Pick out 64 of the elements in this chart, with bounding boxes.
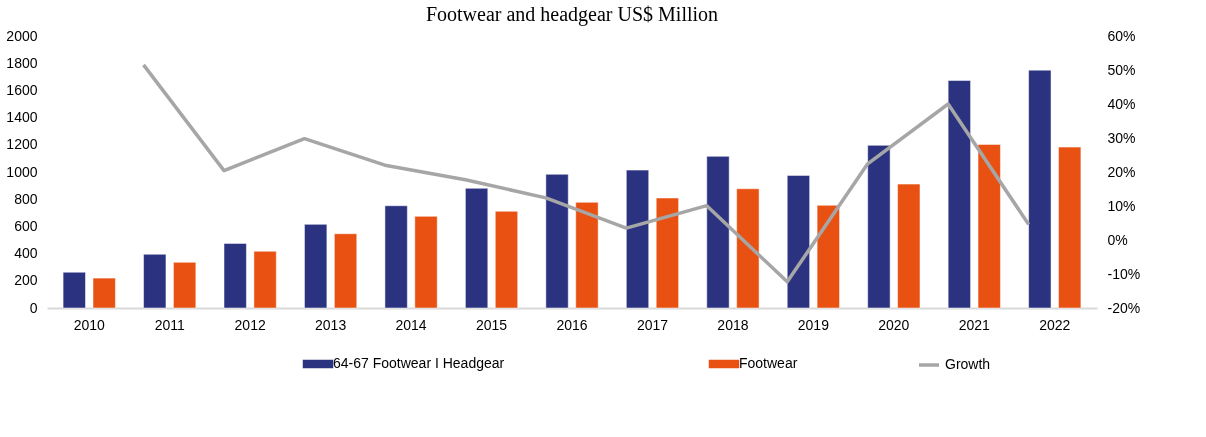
- y-tick-label: 1000: [6, 163, 38, 180]
- x-tick-label: 2020: [878, 316, 910, 333]
- bar: [736, 188, 760, 309]
- bar: [414, 216, 438, 309]
- x-tick-label: 2010: [73, 316, 106, 333]
- x-tick-label: 2012: [234, 316, 266, 333]
- bar: [947, 80, 971, 309]
- x-tick-label: 2014: [395, 316, 427, 333]
- y-tick-label: 600: [14, 217, 38, 234]
- bar: [495, 211, 518, 309]
- bar: [384, 205, 408, 309]
- x-tick-label: 2015: [475, 316, 508, 333]
- x-tick-label: 2022: [1039, 316, 1071, 333]
- bar: [92, 277, 116, 309]
- legend-label: Footwear: [739, 355, 798, 371]
- x-tick-label: 2013: [315, 316, 347, 333]
- x-tick-label: 2018: [717, 316, 749, 333]
- y-tick-label: 800: [14, 190, 38, 207]
- y2-tick-label: 40%: [1107, 95, 1136, 112]
- legend-label: Growth: [945, 356, 991, 372]
- bar: [867, 145, 891, 309]
- y2-tick-label: 20%: [1107, 163, 1136, 180]
- bar: [545, 174, 569, 309]
- bar: [706, 156, 730, 309]
- bar: [1028, 69, 1052, 309]
- bar: [304, 224, 328, 309]
- y2-tick-label: 0%: [1107, 231, 1128, 248]
- y-tick-label: 1800: [6, 54, 38, 71]
- line-series: [141, 63, 1031, 284]
- y-tick-label: 0: [29, 299, 38, 316]
- y2-tick-label: -20%: [1107, 299, 1141, 316]
- y-tick-label: 1200: [6, 136, 38, 153]
- y2-tick-label: 10%: [1107, 197, 1136, 214]
- x-tick-label: 2019: [797, 316, 830, 333]
- bar: [786, 175, 810, 309]
- x-tick-label: 2017: [636, 316, 669, 333]
- bar: [173, 262, 197, 309]
- y-tick-label: 400: [14, 245, 38, 262]
- bar: [253, 251, 277, 309]
- bar: [977, 144, 1001, 309]
- bar: [626, 169, 649, 309]
- legend-label: 64-67 Footwear I Headgear: [333, 355, 505, 371]
- y2-tick-label: 50%: [1107, 61, 1136, 78]
- y2-tick-label: 30%: [1107, 129, 1136, 146]
- y2-tick-label: -10%: [1107, 265, 1141, 282]
- y-tick-label: 2000: [6, 27, 38, 44]
- bar: [897, 183, 921, 309]
- bar: [465, 188, 489, 309]
- bar: [143, 254, 167, 309]
- y-tick-label: 1600: [6, 81, 38, 98]
- bar: [655, 197, 679, 309]
- bar: [62, 271, 86, 309]
- bar: [575, 202, 599, 309]
- y2-tick-label: 60%: [1107, 27, 1136, 44]
- bar: [223, 243, 247, 309]
- bar: [816, 205, 840, 309]
- bar: [1058, 146, 1082, 309]
- chart-title: Footwear and headgear US$ Million: [425, 3, 719, 26]
- x-tick-label: 2016: [556, 316, 588, 333]
- x-tick-label: 2021: [958, 316, 991, 333]
- y-tick-label: 1400: [6, 109, 38, 126]
- y-tick-label: 200: [14, 272, 38, 289]
- x-tick-label: 2011: [154, 316, 185, 333]
- bar: [334, 233, 358, 309]
